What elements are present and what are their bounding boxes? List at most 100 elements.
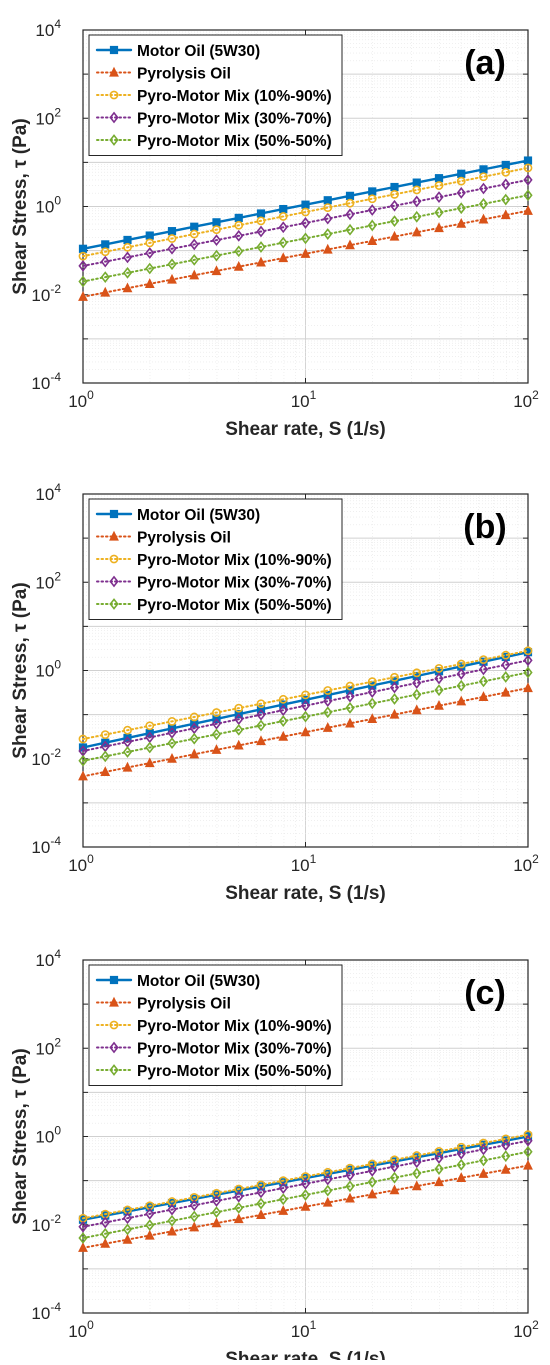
legend-label: Motor Oil (5W30) [137,973,260,990]
data-point [389,230,400,241]
y-axis-label: Shear Stress, τ (Pa) [10,118,31,294]
data-point [323,686,333,695]
data-point [456,176,466,186]
data-point [389,199,400,212]
data-point [145,247,155,259]
data-point [100,271,110,284]
data-point [256,256,266,267]
data-point [234,213,243,223]
legend-item: Pyrolysis Oil [96,996,231,1013]
data-point [211,1206,222,1219]
data-point [167,258,177,271]
data-point [479,655,488,664]
series-line [82,194,529,283]
data-point [78,734,88,744]
data-point [523,1145,533,1158]
data-point [234,245,244,258]
y-tick-exponent: 2 [54,569,61,583]
x-tick-exponent: 2 [532,852,539,866]
data-point [322,722,333,732]
legend-box [88,964,343,1086]
data-point [523,163,533,173]
y-tick-label: 102 [35,1035,61,1058]
data-point [323,1184,333,1197]
data-point [189,238,199,251]
series-3 [78,654,533,757]
series-1 [78,682,533,781]
y-tick-label: 10-4 [31,1300,61,1323]
data-point [300,710,311,723]
data-point [478,663,489,676]
data-point [145,231,154,240]
data-point [434,664,444,673]
data-point [100,766,111,776]
data-point [323,1173,333,1186]
x-axis-label: Shear rate, S (1/s) [225,419,386,440]
series-line [82,1139,529,1228]
data-point [189,732,199,745]
data-point [367,686,377,698]
data-point [212,218,221,227]
data-point [122,1223,133,1236]
legend-label: Motor Oil (5W30) [137,507,260,524]
data-point [479,1138,488,1148]
data-point [345,208,355,221]
legend-swatch-marker [109,1041,119,1054]
data-point [278,221,288,234]
y-tick-label: 100 [35,658,61,681]
data-point [411,226,422,237]
data-point [167,737,177,750]
data-point [78,754,88,767]
data-point [100,247,110,257]
data-point [234,703,244,713]
legend-swatch-marker [109,90,119,100]
data-point [278,212,288,221]
data-point [234,229,244,242]
data-point [189,1210,199,1223]
legend-item: Motor Oil (5W30) [95,507,260,524]
data-point [457,169,466,178]
data-point [300,1189,311,1201]
data-point [145,262,155,275]
x-axis-label: Shear rate, S (1/s) [225,883,386,904]
data-point [412,195,422,208]
data-point [301,200,310,209]
y-tick-exponent: 0 [54,1124,61,1138]
data-point [278,1193,288,1206]
data-point [323,706,333,719]
legend-label: Pyro-Motor Mix (50%-50%) [137,597,332,614]
data-point [234,1201,244,1214]
legend-label: Pyro-Motor Mix (50%-50%) [137,1063,332,1080]
y-tick-label: 102 [35,105,61,128]
data-point [456,202,466,215]
legend-label: Pyro-Motor Mix (30%-70%) [137,111,332,128]
data-point [123,235,132,245]
legend-swatch-marker [109,575,119,588]
y-tick-label: 104 [35,17,61,40]
data-point [478,675,489,688]
data-point [167,1214,177,1227]
data-point [211,1195,222,1207]
panel-label: (b) [463,508,506,546]
data-point [122,1212,133,1225]
data-point [234,723,244,736]
legend-swatch-marker [109,66,119,77]
y-tick-label: 10-2 [31,746,61,769]
data-point [501,671,511,683]
data-point [300,726,311,737]
series-line [82,671,529,762]
data-point [78,244,88,253]
data-point [211,1217,222,1228]
data-point [434,206,444,219]
data-point [189,1221,200,1232]
data-point [367,697,377,710]
data-point [367,1188,378,1199]
data-point [78,291,88,301]
data-point [211,234,222,247]
data-point [144,1229,155,1240]
data-point [434,1176,444,1187]
data-point [456,659,466,669]
